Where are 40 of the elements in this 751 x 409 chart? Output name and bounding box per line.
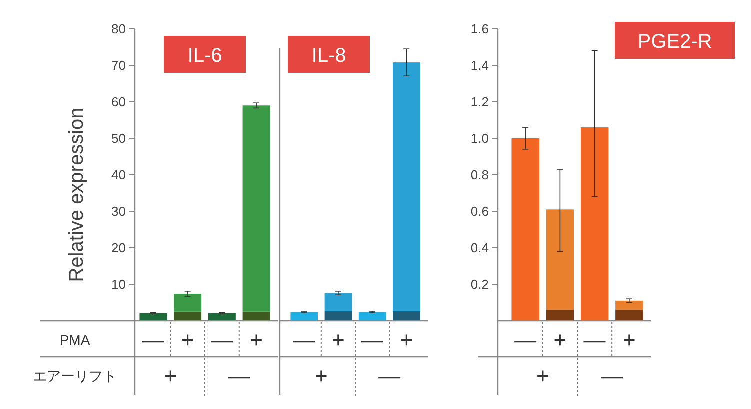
text: +: [536, 364, 550, 389]
y-tick-label: 50: [112, 131, 126, 146]
text: —: [378, 364, 401, 389]
text: +: [164, 364, 178, 389]
x-tick-label: +: [181, 328, 194, 353]
y-tick-label: 60: [112, 94, 126, 110]
y-tick-label: 40: [112, 168, 126, 183]
text: IL-6: [188, 45, 222, 67]
x-tick-label: +: [400, 328, 414, 353]
text: —: [601, 364, 624, 389]
y-tick-label: 0.4: [470, 240, 489, 256]
x-tick-label: +: [554, 328, 567, 353]
y-tick-label: 0.8: [470, 168, 489, 183]
y-tick-label: 1.2: [470, 94, 489, 110]
x-tick-label: +: [332, 328, 345, 353]
text: エアーリフト: [33, 368, 117, 384]
x-tick-label: —: [142, 328, 164, 353]
x-tick-label: +: [250, 328, 263, 353]
y-tick-label: 0.2: [470, 277, 489, 292]
y-tick-label: 1.6: [470, 22, 489, 37]
y-tick-label: 70: [112, 58, 126, 74]
text: PMA: [60, 332, 91, 348]
y-tick-label: 1.0: [470, 131, 489, 146]
x-tick-label: —: [514, 328, 537, 353]
x-tick-label: —: [584, 328, 606, 353]
y-tick-label: 1.4: [470, 58, 489, 74]
text: +: [314, 364, 328, 389]
y-tick-label: 30: [112, 204, 126, 220]
x-tick-label: —: [211, 328, 234, 353]
x-tick-label: —: [362, 328, 384, 353]
chart-title: PGE2-R: [638, 31, 712, 53]
y-tick-label: 80: [112, 22, 126, 37]
y-axis-title: Relative expression: [66, 108, 88, 282]
text: —: [228, 364, 250, 389]
y-tick-label: 20: [112, 240, 126, 256]
x-tick-label: +: [622, 328, 636, 353]
y-tick-label: 10: [112, 277, 126, 292]
y-tick-label: 0.6: [470, 204, 489, 220]
x-tick-label: —: [293, 328, 316, 353]
text: IL-8: [312, 45, 346, 67]
